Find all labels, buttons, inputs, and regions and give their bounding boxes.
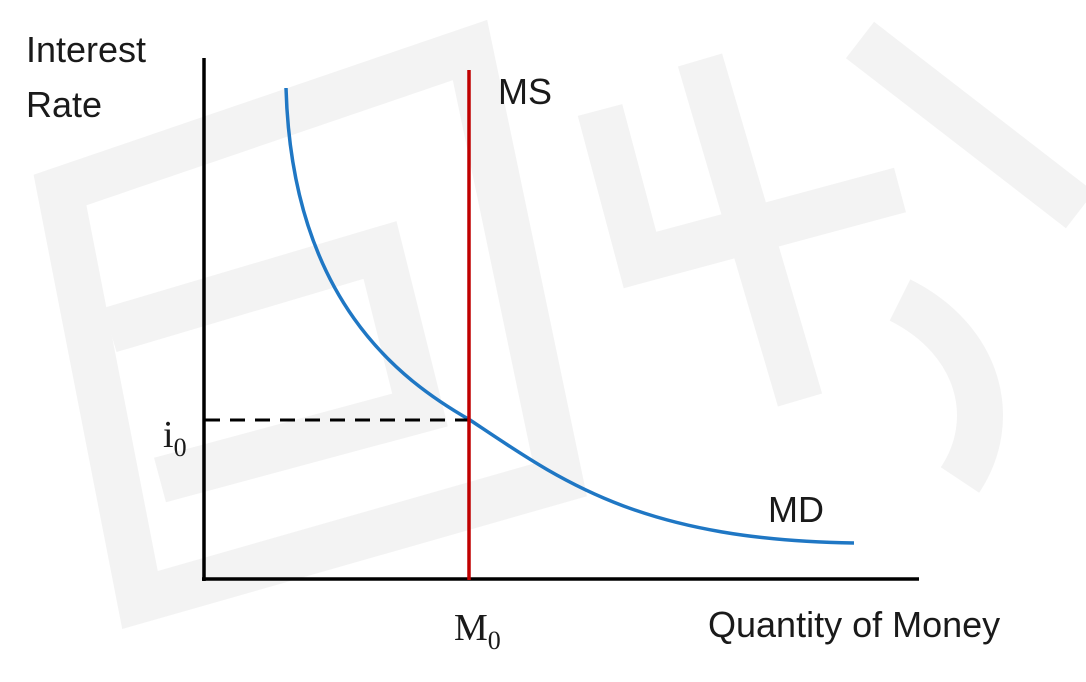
watermark-stroke [845,21,1086,229]
y-axis-label-line1: Interest [26,29,146,70]
watermark-stroke [103,221,448,503]
equilibrium-rate-base: i [163,414,174,456]
money-demand-label: MD [768,489,824,530]
watermark-stroke [677,53,823,407]
equilibrium-quantity-subscript: 0 [488,626,501,655]
equilibrium-quantity-base: M [454,607,488,649]
watermark-stroke [889,279,1003,493]
y-axis-label-line2: Rate [26,84,102,125]
equilibrium-quantity-label: M0 [454,607,501,655]
watermark-stroke [33,19,587,629]
watermark [33,19,1086,629]
equilibrium-rate-label: i0 [163,414,187,462]
equilibrium-rate-subscript: 0 [174,433,187,462]
money-supply-label: MS [498,71,552,112]
x-axis-label: Quantity of Money [708,604,1000,645]
watermark-stroke [577,104,906,289]
